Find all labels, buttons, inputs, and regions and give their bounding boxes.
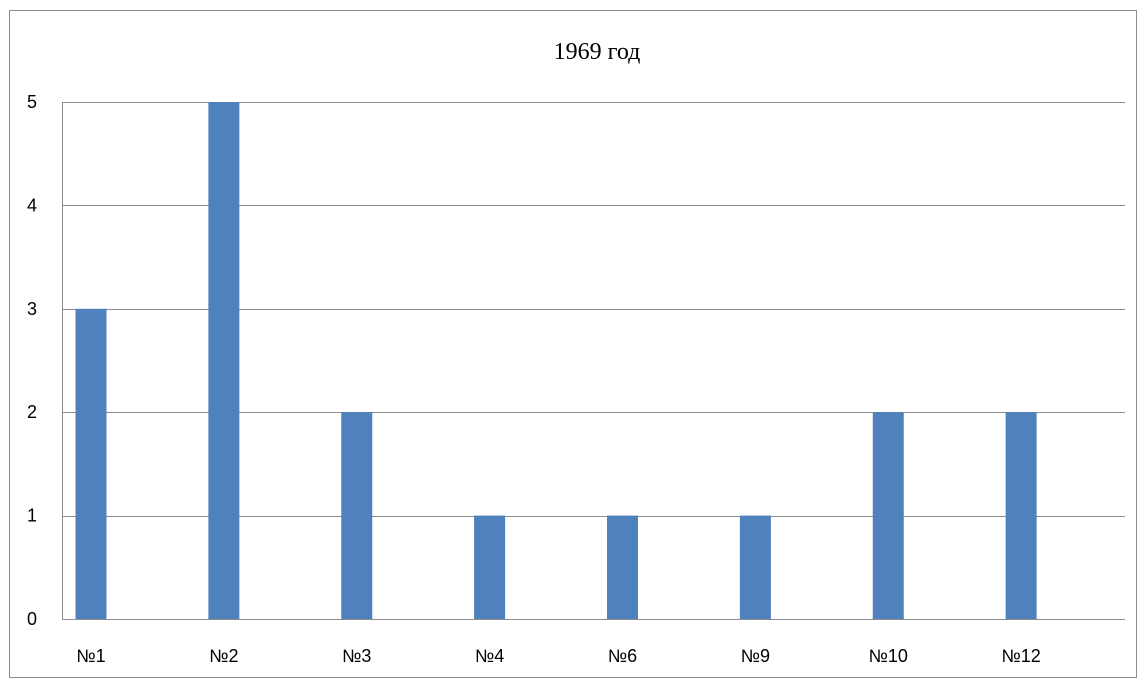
bar-8 (1005, 412, 1037, 619)
bars (75, 102, 1037, 619)
bar-1 (75, 308, 107, 619)
x-tick-label: №6 (608, 646, 637, 666)
y-tick-label: 0 (27, 609, 37, 629)
x-tick-label: №12 (1001, 646, 1040, 666)
bar-5 (607, 515, 638, 619)
y-tick-label: 3 (27, 299, 37, 319)
bar-2 (208, 102, 240, 619)
bar-7 (872, 412, 904, 619)
x-axis-tick-labels: №1 №2 №3 №4 №6 №9 №10 №12 (76, 646, 1040, 666)
chart-border (9, 10, 1137, 678)
chart-title: 1969 год (554, 39, 641, 65)
x-tick-label: №10 (869, 646, 908, 666)
x-tick-label: №1 (76, 646, 105, 666)
bar-3 (341, 412, 373, 619)
y-axis-tick-labels: 0 1 2 3 4 5 (27, 92, 37, 629)
x-tick-label: №2 (209, 646, 238, 666)
x-tick-label: №4 (475, 646, 504, 666)
y-tick-label: 4 (27, 195, 37, 215)
x-tick-label: №9 (741, 646, 770, 666)
axes (62, 102, 1125, 620)
x-tick-label: №3 (342, 646, 371, 666)
bar-6 (739, 515, 771, 619)
y-tick-label: 5 (27, 92, 37, 112)
y-tick-label: 2 (27, 402, 37, 422)
y-tick-label: 1 (27, 506, 37, 526)
bar-4 (474, 515, 506, 619)
